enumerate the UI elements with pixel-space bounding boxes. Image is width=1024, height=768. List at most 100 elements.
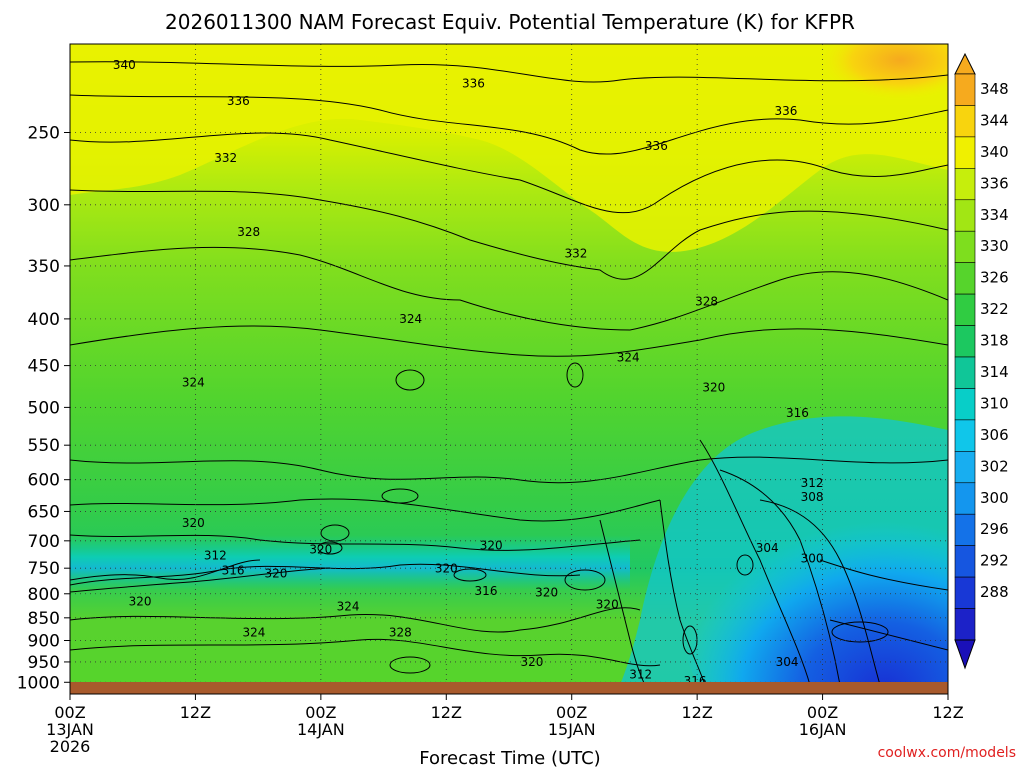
contour-labels: 340 336 336 336 336 332 332 328 328 328 324 324 324 3…	[113, 58, 824, 688]
colorbar-swatch	[954, 451, 976, 484]
colorbar-label: 340	[980, 143, 1009, 161]
x-axis-label: Forecast Time (UTC)	[419, 748, 600, 768]
colorbar-label: 296	[980, 520, 1009, 538]
colorbar-swatch	[954, 388, 976, 421]
contour-label: 320	[129, 595, 152, 609]
colorbar-swatch	[954, 513, 976, 546]
y-axis: 2503003504004505005506006507007508008509…	[17, 123, 70, 693]
contour-label: 304	[776, 655, 799, 669]
contour-label: 304	[756, 541, 779, 555]
closed-contours	[317, 362, 889, 674]
x-tick-label: 00Z	[305, 703, 336, 722]
colorbar-swatch	[954, 419, 976, 452]
colorbar-swatch	[954, 262, 976, 295]
y-tick-label: 300	[28, 196, 60, 216]
colorbar-swatch	[954, 576, 976, 609]
y-tick-label: 650	[28, 502, 60, 522]
grid-lines	[70, 44, 948, 685]
y-tick-label: 950	[28, 653, 60, 673]
contour-label: 328	[695, 295, 718, 309]
low-level-band	[70, 535, 630, 590]
colorbar-label: 314	[980, 363, 1009, 381]
ground-surface	[70, 682, 948, 694]
colorbar-swatch	[954, 293, 976, 326]
colorbar-label: 334	[980, 206, 1009, 224]
x-tick-label: 15JAN	[548, 720, 596, 739]
colorbar-label: 318	[980, 332, 1009, 350]
x-tick-label: 00Z	[807, 703, 838, 722]
y-tick-label: 250	[28, 123, 60, 143]
y-tick-label: 450	[28, 357, 60, 377]
colorbar-label: 300	[980, 489, 1009, 507]
contour-label: 320	[264, 567, 287, 581]
contour-label: 332	[564, 247, 587, 261]
y-tick-label: 400	[28, 310, 60, 330]
colorbar-swatch	[954, 230, 976, 263]
colorbar-swatch	[954, 356, 976, 389]
y-tick-label: 350	[28, 257, 60, 277]
contour-label: 316	[475, 584, 498, 598]
colorbar-label: 326	[980, 269, 1009, 287]
x-tick-label: 2026	[50, 737, 91, 756]
contour-label: 320	[596, 597, 619, 611]
colorbar: 348 344 340 336 334 330 326 322 318 314 310 306 302 3…	[954, 52, 1009, 670]
credit-link[interactable]: coolwx.com/models	[878, 745, 1016, 761]
contour-label: 320	[182, 516, 205, 530]
colorbar-swatch	[954, 105, 976, 138]
cold-air-core	[680, 480, 948, 685]
contour-label: 320	[480, 539, 503, 553]
contour-label: 324	[243, 625, 266, 639]
contour-label: 320	[309, 542, 332, 556]
y-tick-label: 900	[28, 631, 60, 651]
contour-label: 300	[801, 552, 824, 566]
contour-label: 316	[222, 563, 245, 577]
contour-label: 332	[214, 151, 237, 165]
colorbar-label: 330	[980, 237, 1009, 255]
colorbar-label: 310	[980, 394, 1009, 412]
high-theta-region	[70, 44, 948, 252]
y-tick-label: 850	[28, 609, 60, 629]
x-tick-label: 14JAN	[297, 720, 345, 739]
contour-label: 320	[702, 381, 725, 395]
contour-label: 336	[227, 94, 250, 108]
contour-label: 320	[535, 585, 558, 599]
contour-label: 340	[113, 58, 136, 72]
chart-title: 2026011300 NAM Forecast Equiv. Potential…	[165, 10, 855, 34]
colorbar-label: 306	[980, 426, 1009, 444]
contour-label: 320	[521, 655, 544, 669]
y-tick-label: 800	[28, 585, 60, 605]
contour-label: 324	[337, 599, 360, 613]
contour-label: 324	[399, 312, 422, 326]
x-tick-label: 12Z	[932, 703, 963, 722]
contour-label: 336	[775, 104, 798, 118]
colorbar-swatch	[954, 168, 976, 201]
colorbar-label: 344	[980, 111, 1009, 129]
colorbar-swatch	[954, 608, 976, 641]
colorbar-swatch	[954, 325, 976, 358]
y-tick-label: 1000	[17, 673, 60, 693]
colorbar-label: 348	[980, 80, 1009, 98]
colorbar-label: 302	[980, 457, 1009, 475]
colorbar-swatch	[954, 482, 976, 515]
contour-label: 312	[801, 476, 824, 490]
contour-label: 328	[389, 625, 412, 639]
plot-area: 340 336 336 336 336 332 332 328 328 328 324 324 324 3…	[70, 44, 948, 688]
x-tick-label: 12Z	[180, 703, 211, 722]
warm-maximum	[820, 44, 948, 100]
colorbar-swatch	[954, 545, 976, 578]
contour-label: 316	[684, 674, 707, 688]
contour-label: 324	[182, 376, 205, 390]
contour-label: 336	[462, 76, 485, 90]
x-tick-label: 12Z	[681, 703, 712, 722]
contour-label: 324	[617, 350, 640, 364]
contour-label: 312	[629, 667, 652, 681]
colorbar-label: 322	[980, 300, 1009, 318]
y-tick-label: 550	[28, 436, 60, 456]
colorbar-swatch	[954, 136, 976, 169]
x-tick-label: 00Z	[556, 703, 587, 722]
colorbar-min-triangle	[954, 639, 976, 670]
x-tick-label: 00Z	[54, 703, 85, 722]
y-tick-label: 500	[28, 398, 60, 418]
